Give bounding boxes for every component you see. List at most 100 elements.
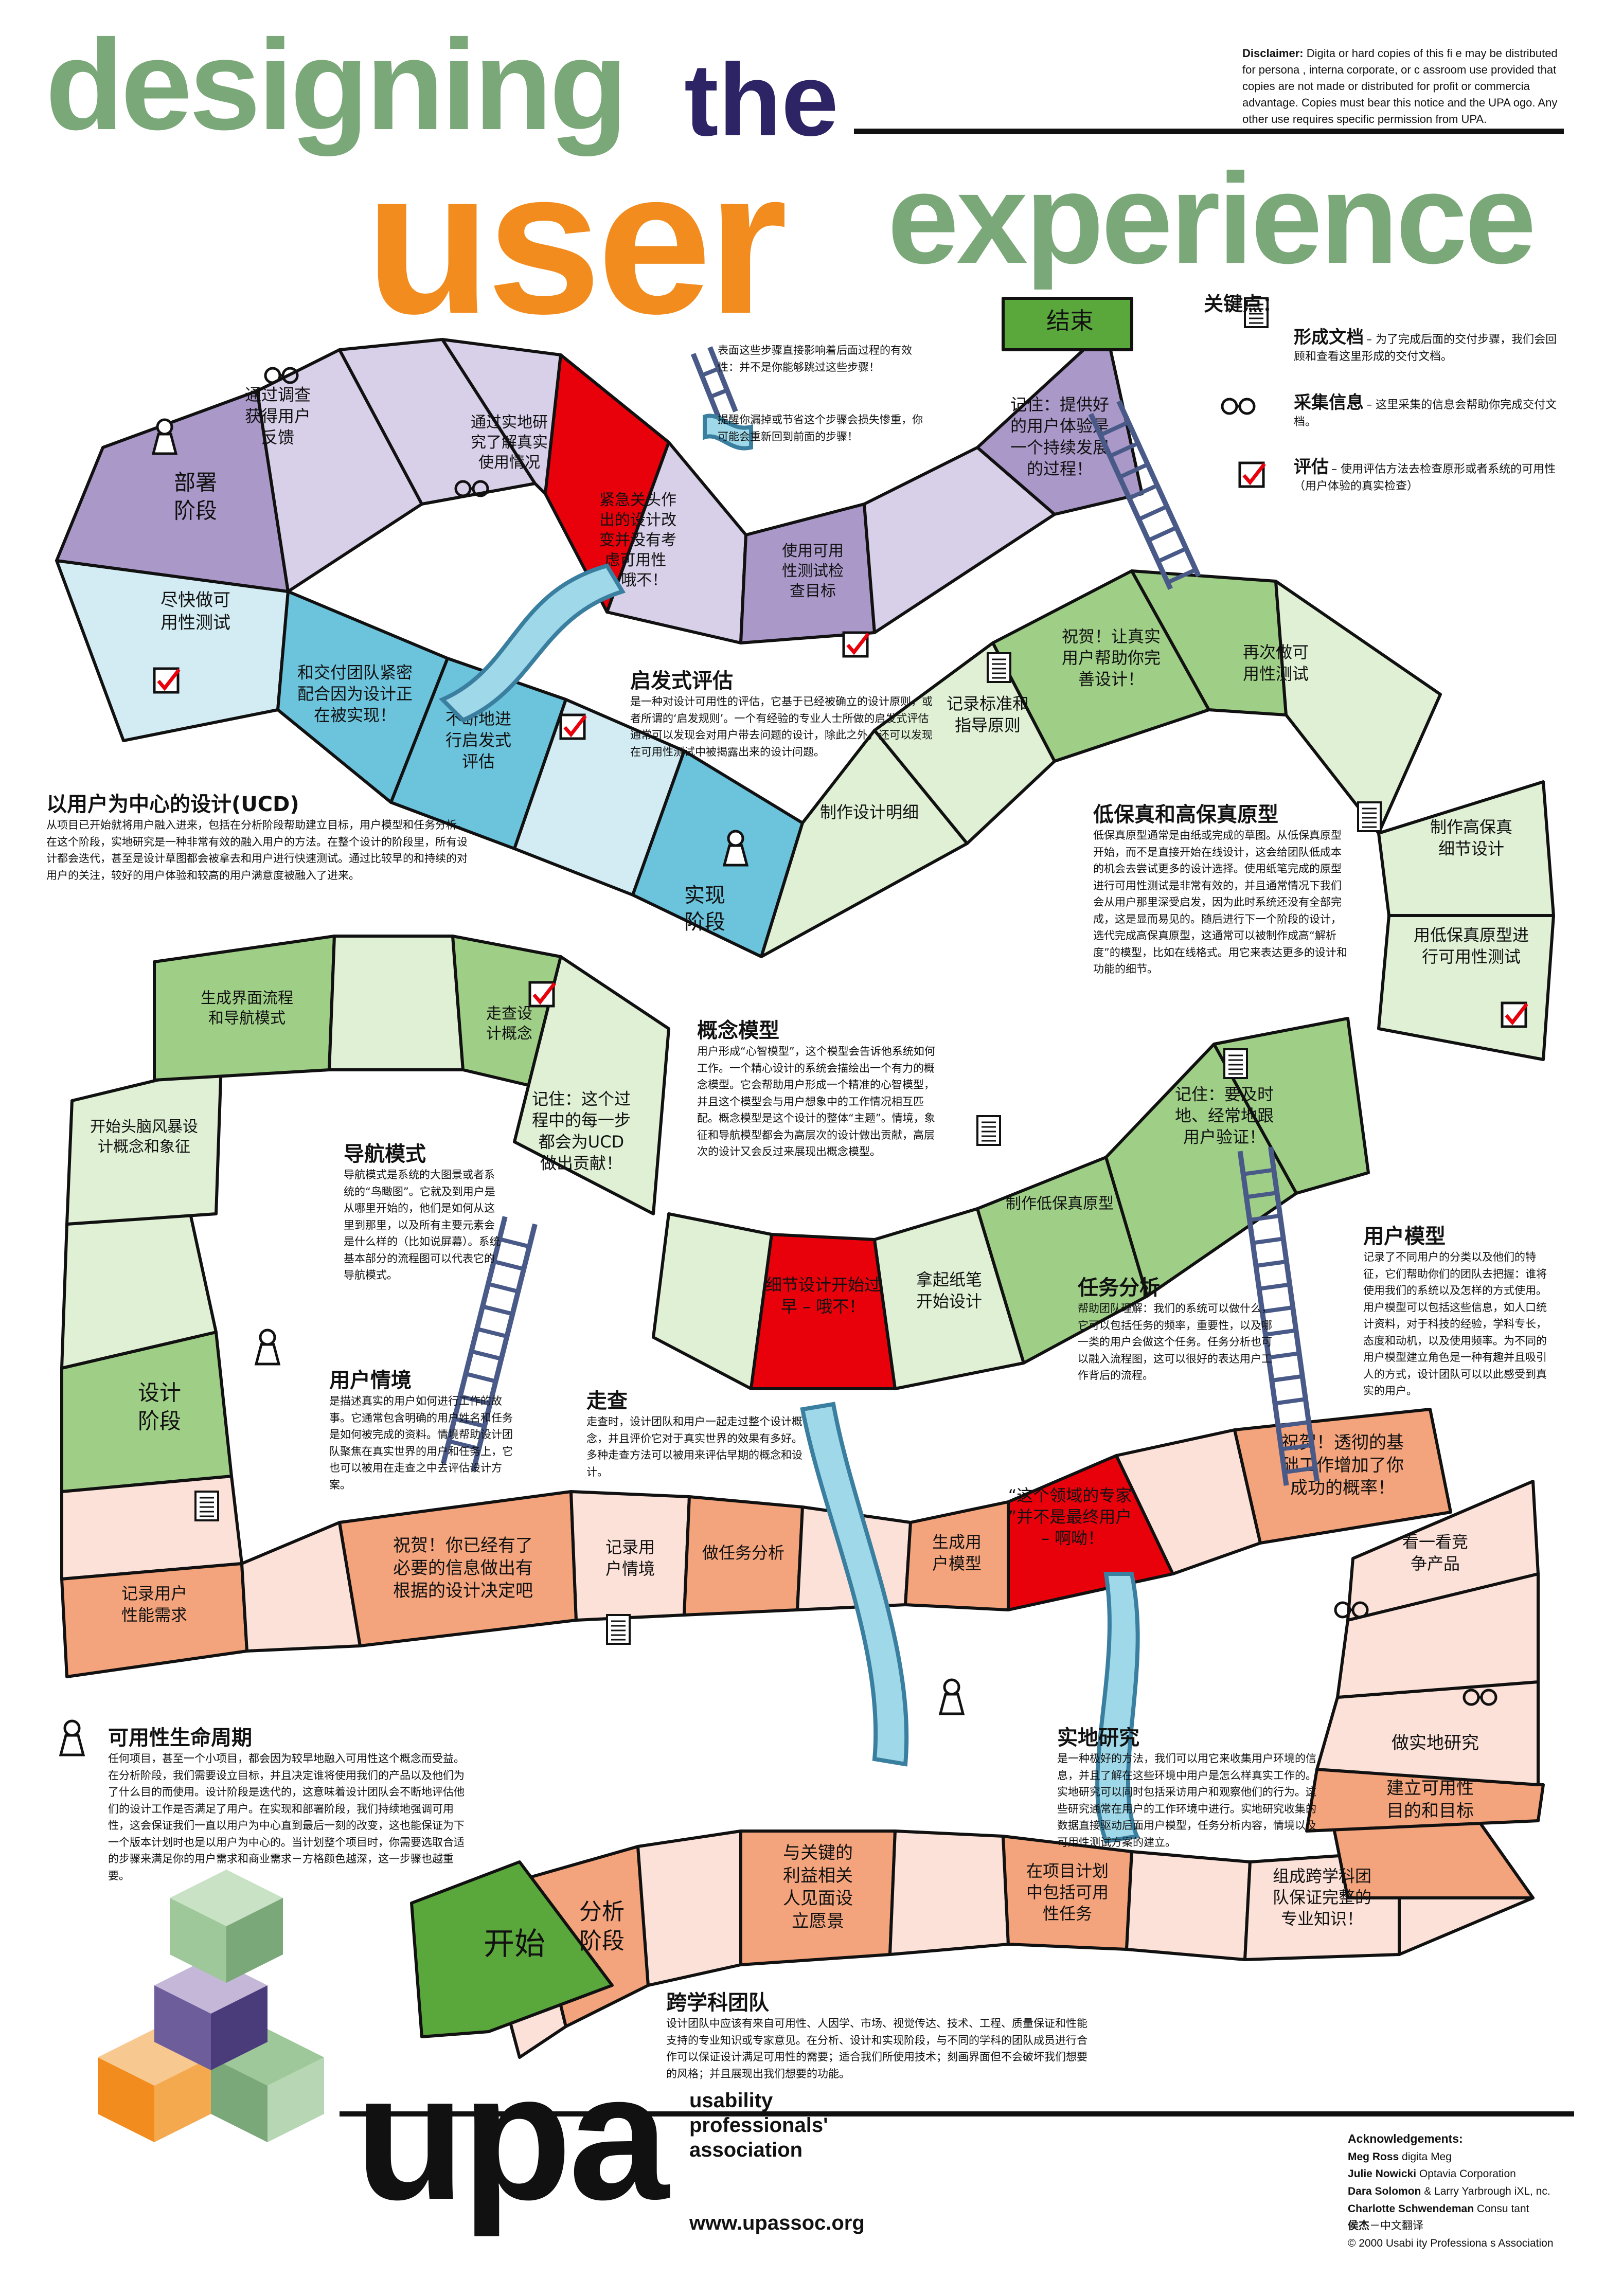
key-item-glasses: 采集信息 – 这里采集的信息会帮助你完成交付文档。 [1294,388,1561,430]
pawn-icon [151,418,178,455]
legend-slide-text: 提醒你漏掉或节省这个步骤会损失惨重，你可能会重新回到前面的步骤！ [718,414,923,443]
disclaimer: Disclaimer: Digita or hard copies of thi… [1242,45,1572,127]
block-heuristic: 启发式评估 是一种对设计可用性的评估，它基于已经被确立的设计原则，或者所谓的‘启… [630,669,934,760]
upa-logo-text: upa [355,2036,669,2237]
ladder-icon [1088,400,1201,590]
glasses-icon [454,480,489,497]
glasses-icon [1334,1601,1369,1619]
cell-label-stakeholders: 与关键的利益相关人见面设立愿景 [783,1843,853,1932]
upa-org-line2: professionals' [689,2114,828,2137]
key-item-document: 形成文档 – 为了完成后面的交付步骤，我们会回顾和查看这里形成的交付文档。 [1294,323,1561,365]
cell-label-field-study-use: 通过实地研究了解真实使用情况 [471,414,548,472]
cell-label-congrats-real: 祝贺！让真实用户帮助你完善设计！ [1062,626,1161,689]
key-item-checkbox-name: 评估 [1294,457,1329,477]
block-scenario-title: 用户情境 [329,1369,412,1392]
cell-label-make-lofi: 制作低保真原型 [1006,1195,1114,1213]
block-heuristic-text: 是一种对设计可用性的评估，它基于已经被确立的设计原则，或者所谓的‘启发规则’。一… [630,695,933,758]
cell-label-feedback: 通过调查获得用户反馈 [245,385,311,447]
glasses-icon [1221,398,1256,415]
key-item-checkbox: 评估 – 使用评估方法去检查原形或者系统的可用性（用户体验的真实检查） [1294,453,1561,495]
start-flag [410,1860,614,2038]
checkbox-icon [559,713,587,740]
block-user-model-text: 记录了不同用户的分类以及他们的特征，它们帮助你们的团队去把握：谁将使用我们的系统… [1363,1251,1547,1397]
block-fidelity: 低保真和高保真原型 低保真原型通常是由纸或完成的草图。从低保真原型开始，而不是直… [1093,802,1350,978]
board-cell [153,935,336,1082]
checkbox-icon [842,631,870,658]
title-the: the [684,43,839,157]
title-experience: experience [887,147,1536,290]
upa-url-link[interactable]: www.upassoc.org [689,2212,865,2234]
cell-label-usability-goals: 使用可用性测试检查目标 [782,542,844,600]
cell-label-walkthrough: 走查设计概念 [486,1005,532,1043]
document-icon [1244,297,1269,328]
block-task-title: 任务分析 [1078,1276,1160,1300]
block-concept-title: 概念模型 [697,1019,779,1043]
cell-label-analysis: 分析阶段 [579,1898,625,1954]
pawn-icon [254,1329,281,1366]
slide-icon [800,1402,909,1767]
block-walkthrough: 走查 走查时，设计团队和用户一起走过整个设计概念，并且评价它对于真实世界的效果有… [586,1389,802,1480]
block-user-model-title: 用户模型 [1363,1225,1446,1248]
cell-label-congrats-info: 祝贺！你已经有了必要的信息做出有根据的设计决定吧 [393,1535,533,1601]
cell-label-hifi: 制作高保真细节设计 [1430,817,1512,858]
legend-ladder-text: 表面这些步骤直接影响着后面过程的有效性：并不是你能够跳过这些步骤！ [718,344,912,373]
ack-person: Julie Nowicki Optavia Corporation [1348,2168,1516,2180]
title-designing: designing [45,13,628,156]
block-lifecycle: 可用性生命周期 任何项目，甚至一个小项目，都会因为较早地融入可用性这个概念而受益… [108,1726,468,1884]
cell-label-competitors: 看一看竞争产品 [1402,1532,1468,1573]
ack-copyright: © 2000 Usabi ity Professiona s Associati… [1348,2237,1554,2249]
block-walkthrough-text: 走查时，设计团队和用户一起走过整个设计概念，并且评价它对于真实世界的效果有多好。… [586,1415,802,1478]
cell-label-end: 结束 [1046,307,1094,335]
checkbox-icon [528,981,556,1008]
ack-person: 侯杰－中文翻译 [1348,2220,1423,2232]
ack-person: Meg Ross digita Meg [1348,2150,1452,2163]
cell-label-flow-nav: 生成界面流程和导航模式 [201,990,293,1028]
cell-label-design-phase: 设计阶段 [138,1380,181,1434]
document-icon [987,652,1011,683]
block-ucd-text: 从项目已开始就将用户融入进来，包括在分析阶段帮助建立目标，用户模型和任务分析。在… [46,819,468,882]
key-item-checkbox-desc: – 使用评估方法去检查原形或者系统的可用性（用户体验的真实检查） [1294,463,1556,493]
key-heading: 关键点： [1204,293,1282,315]
block-concept-text: 用户形成“心智模型”，这个模型会告诉他系统如何工作。一个精心设计的系统会描绘出一… [697,1045,935,1158]
cell-label-deploy: 部署阶段 [174,470,217,524]
board-cell [1212,1017,1370,1195]
block-fidelity-text: 低保真原型通常是由纸或完成的草图。从低保真原型开始，而不是直接开始在线设计，这会… [1093,829,1347,976]
block-team-title: 跨学科团队 [666,1991,769,2015]
acknowledgements: Acknowledgements: Meg Ross digita Meg Ju… [1348,2129,1554,2252]
key-item-document-desc: – 为了完成后面的交付步骤，我们会回顾和查看这里形成的交付文档。 [1294,333,1557,363]
cell-label-lofi-test: 用低保真原型进行可用性测试 [1414,925,1529,966]
start-label: 开始 [484,1926,545,1962]
pawn-icon [59,1719,85,1756]
cell-label-implement: 实现阶段 [684,884,725,934]
block-team: 跨学科团队 设计团队中应该有来自可用性、人因学、市场、视觉传达、技术、工程、质量… [666,1990,1088,2082]
block-field: 实地研究 是一种极好的方法，我们可以用它来收集用户环境的信息，并且了解在这些环境… [1057,1726,1319,1851]
block-field-title: 实地研究 [1057,1726,1139,1750]
block-heuristic-title: 启发式评估 [630,669,733,693]
ack-person: Charlotte Schwendeman Consu tant [1348,2202,1529,2215]
board-cell [1305,1768,1545,1833]
cell-label-remember-users: 记住：要及时地、经常地跟用户验证！ [1175,1084,1274,1146]
block-concept: 概念模型 用户形成“心智模型”，这个模型会告诉他系统如何工作。一个精心设计的系统… [697,1018,939,1160]
upa-org-line3: association [689,2139,803,2161]
board-cell [1346,1480,1540,1622]
board-cell [636,1829,742,1987]
cell-label-task-analysis: 做任务分析 [702,1543,784,1563]
ladder-icon [440,1216,538,1472]
cell-label-experts: “这个领域的专家”并不是最终用户 – 啊呦！ [1008,1485,1132,1548]
title-user: user [365,127,788,356]
block-navigation: 导航模式 导航模式是系统的大图景或者系统的“鸟瞰图”。它就及到用户是从哪里开始的… [344,1142,503,1284]
cell-label-detail-early: 细节设计开始过早 – 哦不！ [765,1275,881,1316]
cell-label-user-model: 生成用户模型 [932,1532,982,1573]
block-field-text: 是一种极好的方法，我们可以用它来收集用户环境的信息，并且了解在这些环境中用户是怎… [1057,1752,1316,1849]
slide-icon [703,414,753,451]
board-cell [1274,580,1442,835]
document-icon [194,1491,219,1521]
block-scenario: 用户情境 是描述真实的用户如何进行工作的故事。它通常包含明确的用户姓名和任务是如… [329,1368,520,1493]
cell-label-project-plan: 在项目计划中包括可用性任务 [1026,1861,1109,1923]
document-icon [1223,1048,1248,1079]
disclaimer-text: Digita or hard copies of this fi e may b… [1242,47,1558,125]
block-scenario-text: 是描述真实的用户如何进行工作的故事。它通常包含明确的用户姓名和任务是如何被完成的… [329,1395,513,1491]
glasses-icon [1463,1689,1497,1706]
checkbox-icon [1501,1001,1528,1028]
checkbox-icon [153,667,181,694]
